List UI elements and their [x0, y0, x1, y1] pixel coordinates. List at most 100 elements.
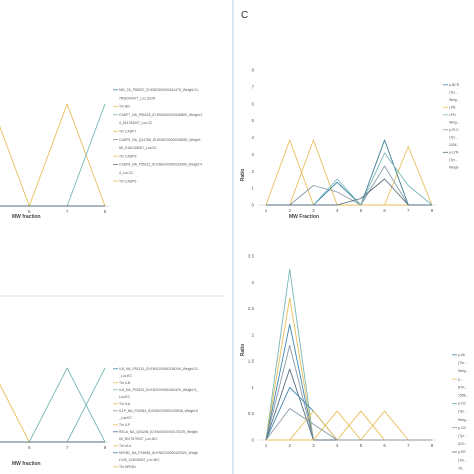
legend-entry: BTK... [458, 385, 467, 389]
x-tick-label: 7 [66, 445, 69, 450]
series-line [0, 103, 106, 207]
legend-entry: p-PLC [449, 128, 459, 132]
legend-entry: CADP7_NA_P55218_ID:ENSG00000165809_Weigh… [119, 113, 202, 117]
legend-entry: (Thr... [458, 361, 467, 365]
series-line [0, 441, 105, 443]
legend-entry: Weig... [449, 98, 460, 102]
series-line [265, 386, 432, 441]
series-group [265, 268, 432, 441]
legend-entry: 4_514784007_Loc:2C [119, 121, 153, 125]
x-axis-title: MW Fraction [289, 214, 319, 220]
y-tick-label: 0.5 [248, 411, 255, 416]
legend-entry: _Loc:EC [118, 416, 133, 420]
y-tick-label: 1 [251, 186, 254, 191]
series-line [0, 383, 105, 443]
x-tick-label: 1 [265, 208, 268, 213]
series-line [266, 178, 432, 206]
legend-entry: (Thr... [458, 458, 467, 462]
x-tick-label: 4 [336, 443, 339, 448]
series-line [265, 297, 432, 441]
x-tick-label: 3 [312, 208, 315, 213]
series-line [0, 367, 106, 443]
series-line [266, 410, 432, 441]
x-tick-label: 8 [104, 209, 107, 214]
x-tick-label: 2 [288, 443, 291, 448]
legend-entry: ILB_NA_P51213_ID:ENSG00000136244_Weight:… [119, 367, 199, 371]
series-line [0, 367, 106, 443]
legend-entry: Thr CADP6 [119, 179, 136, 183]
series-line [266, 146, 433, 206]
legend-entry: _Loc:EC [118, 374, 133, 378]
legend-entry: Weigh [449, 166, 459, 170]
legend: p-Ak (Thr... Weig... p-... BTK... 1558... p-CD… [452, 353, 469, 470]
legend-entry: NID_TA_P55057_ID:ENSG00000161475_Weight:… [119, 88, 199, 92]
y-tick-label: 1.5 [248, 359, 255, 364]
series-line [266, 152, 433, 206]
legend-entry: 4_Loc:2C [119, 171, 134, 175]
legend-entry: Weig... [458, 418, 469, 422]
y-tick-label: 6 [251, 101, 254, 106]
legend-entry: 55_D161426067_Loc:2C [119, 146, 157, 150]
series-group [0, 103, 106, 207]
legend-entry: CADP6_NA_P55211_ID:ENSG00000132906_Weigh… [119, 163, 202, 167]
x-tick-label: 7 [407, 443, 410, 448]
legend-entry: Thr CADP9 [119, 154, 136, 158]
x-tick-label: 6 [28, 209, 31, 214]
series-line [265, 408, 432, 441]
legend-entry: p-... [458, 377, 464, 381]
legend-entry: Thr nf-a [119, 444, 131, 448]
y-tick-label: 7 [251, 84, 254, 89]
series-line [265, 268, 432, 441]
chart-panel-br: 1 2 3 4 5 6 7 8 0 0.5 1 1.5 2 2.5 3 3.5 Ratio p-Ak (Thr...… [240, 254, 469, 471]
legend-entry: LPB [449, 106, 456, 110]
legend: ILB_NA_P51213_ID:ENSG00000136244_Weight:… [113, 367, 199, 469]
series-line [0, 125, 105, 207]
x-tick-label: 4 [336, 208, 339, 213]
legend-entry: Weig... [458, 369, 469, 373]
legend-entry: ILA_NA_P05231_ID:ENSG00000160429_Weight:… [119, 388, 198, 392]
legend: NID_TA_P55057_ID:ENSG00000161475_Weight:… [113, 88, 202, 183]
legend-entry: Thr ILP [119, 423, 131, 427]
legend-entry: 7E... [458, 466, 465, 470]
y-tick-label: 0 [251, 438, 254, 443]
y-tick-label: 3 [251, 152, 254, 157]
legend-entry: RELA_NA_Q04206_ID:ENSG00000173039_Weight… [119, 430, 198, 434]
x-tick-label: 6 [383, 208, 386, 213]
legend-entry: NFKB1_NA_P19838_ID:ENSG00000109320_Weigh [119, 451, 198, 455]
legend-entry: (Tyr... [449, 136, 458, 140]
legend-entry: CADP9_NA_Q14786_ID:ENSG00000048052_Weigh… [119, 138, 201, 142]
legend-entry: p-CD [458, 426, 466, 430]
legend-entry: ID:E... [458, 442, 467, 446]
y-tick-label: 1 [251, 385, 254, 390]
panel-label: C [241, 10, 248, 21]
chart-panel-tr: 1 2 3 4 5 6 7 8 0 1 2 3 4 5 6 7 8 MW Fraction Ratio Cp-BCR (… [240, 10, 460, 220]
legend-entry: Weig... [449, 121, 460, 125]
legend-entry: LPN [449, 113, 456, 117]
x-tick-label: 1 [265, 443, 268, 448]
legend-entry: IL1P_NA_P01583_ID:ENSG00000125538_Weight… [119, 409, 198, 413]
y-axis-title: Ratio [240, 344, 246, 357]
legend: p-BCR (Tyr... Weig... LPB LPN Weig... p-PLC (Ty… [443, 83, 460, 170]
series-line [0, 205, 105, 207]
y-tick-label: 4 [251, 135, 254, 140]
x-tick-label: 6 [28, 445, 31, 450]
x-tick-label: 3 [312, 443, 315, 448]
series-group [0, 367, 106, 443]
legend-entry: Thr ILA [119, 402, 131, 406]
x-tick-label: 5 [360, 208, 363, 213]
x-axis-title: MW fraction [12, 461, 41, 467]
x-tick-label: 7 [407, 208, 410, 213]
series-line [0, 103, 106, 207]
y-tick-label: 2 [251, 169, 254, 174]
legend-entry: 60_9017679007_Loc:N/C [119, 437, 158, 441]
x-tick-label: 8 [431, 443, 434, 448]
legend-entry: (Tyr... [458, 434, 467, 438]
series-line [0, 205, 105, 207]
legend-entry: t:105_104049007_Loc:N/C [119, 458, 160, 462]
y-tick-label: 2 [251, 332, 254, 337]
legend-entry: 1004... [449, 143, 459, 147]
legend-entry: p-ER [458, 450, 466, 454]
legend-entry: 7R30204077_Loc:3/1/M [119, 96, 155, 100]
legend-entry: (Tyr... [458, 410, 467, 414]
